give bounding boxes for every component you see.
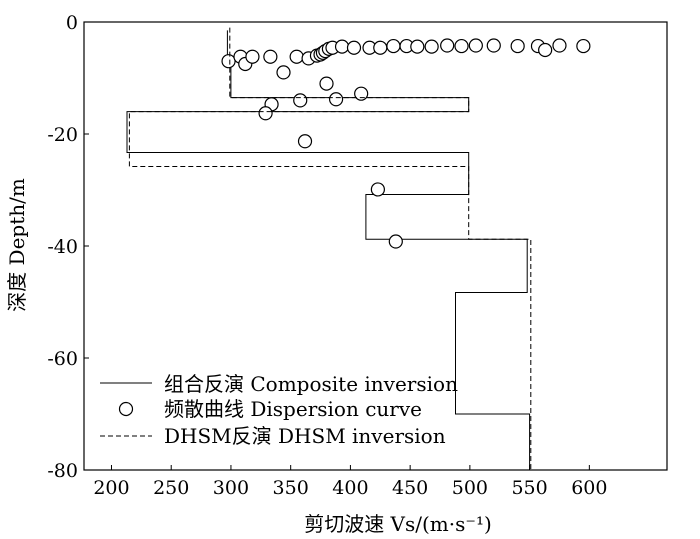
dispersion-point <box>373 40 388 55</box>
dispersion-point <box>297 134 313 149</box>
x-tick-label: 250 <box>153 477 189 499</box>
y-tick-label: -20 <box>47 124 78 146</box>
dispersion-point <box>486 38 501 53</box>
dispersion-point <box>293 93 308 108</box>
dispersion-point <box>334 39 350 54</box>
y-tick-label: 0 <box>66 12 78 34</box>
x-tick-label: 500 <box>452 477 488 499</box>
x-tick-label: 400 <box>332 477 368 499</box>
dispersion-point <box>510 38 525 54</box>
dispersion-point <box>346 40 362 55</box>
x-tick-label: 450 <box>392 477 428 499</box>
dispersion-point <box>386 38 401 54</box>
dispersion-point <box>454 38 469 54</box>
dispersion-point <box>319 76 334 91</box>
dispersion-point <box>576 38 591 54</box>
dispersion-point <box>258 106 273 121</box>
dhsm-inversion-line <box>128 27 532 470</box>
y-tick-label: -80 <box>47 460 78 482</box>
y-tick-label: -60 <box>47 348 78 370</box>
plot-area: 200 250 300 350 400 450 500 550 600 0 -20 -40 -60 -80 <box>47 12 668 499</box>
dispersion-point <box>221 54 236 69</box>
x-tick-label: 600 <box>571 477 607 499</box>
legend-label-dispersion: 频散曲线 Dispersion curve <box>164 397 422 421</box>
dispersion-point <box>440 38 455 53</box>
dispersion-point <box>410 39 425 54</box>
legend-label-dhsm: DHSM反演 DHSM inversion <box>164 424 446 448</box>
legend: 组合反演 Composite inversion 频散曲线 Dispersion… <box>100 372 458 448</box>
dispersion-point <box>328 92 344 107</box>
legend-marker-dispersion <box>118 401 134 417</box>
dispersion-point <box>289 49 304 64</box>
x-tick-label: 200 <box>93 477 129 499</box>
dispersion-point <box>245 49 260 64</box>
dispersion-point <box>276 65 291 80</box>
x-tick-label: 300 <box>213 477 249 499</box>
legend-label-composite: 组合反演 Composite inversion <box>164 372 458 396</box>
y-tick-label: -40 <box>47 236 78 258</box>
x-tick-label: 550 <box>511 477 547 499</box>
dispersion-point <box>424 39 439 54</box>
x-axis-label: 剪切波速 Vs/(m·s⁻¹) <box>304 512 492 536</box>
dispersion-point <box>263 49 278 64</box>
dispersion-point <box>468 38 483 53</box>
y-axis-label: 深度 Depth/m <box>5 178 29 312</box>
dispersion-point <box>388 234 403 249</box>
dispersion-point <box>354 86 369 101</box>
dispersion-point <box>552 38 567 53</box>
dispersion-point <box>370 182 385 197</box>
x-tick-label: 350 <box>273 477 309 499</box>
composite-inversion-line <box>126 30 531 470</box>
dispersion-point <box>538 42 553 58</box>
